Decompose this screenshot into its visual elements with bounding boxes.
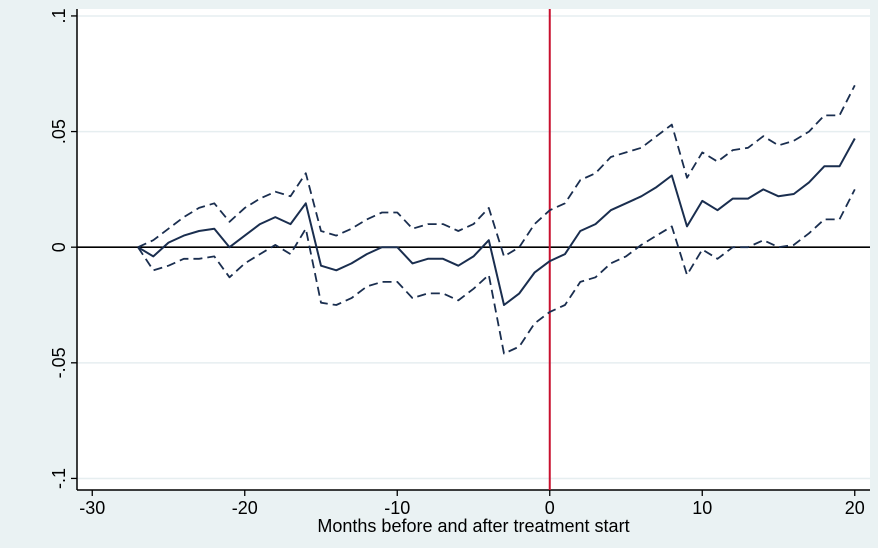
x-tick-label-5: 20 <box>845 498 865 518</box>
x-tick-label-2: -10 <box>384 498 410 518</box>
x-tick-label-3: 0 <box>545 498 555 518</box>
y-tick-label-4: .1 <box>49 8 69 23</box>
x-tick-label-0: -30 <box>79 498 105 518</box>
point-estimate-line <box>137 138 856 306</box>
y-tick-label-1: -.05 <box>49 347 69 378</box>
y-tick-label-3: .05 <box>49 119 69 144</box>
y-tick-label-2: 0 <box>49 242 69 252</box>
y-tick-label-0: -.1 <box>49 468 69 489</box>
plot-area <box>77 9 870 490</box>
x-axis-title: Months before and after treatment start <box>317 516 629 536</box>
x-tick-label-4: 10 <box>692 498 712 518</box>
upper-ci-line <box>137 84 856 258</box>
x-tick-label-1: -20 <box>232 498 258 518</box>
